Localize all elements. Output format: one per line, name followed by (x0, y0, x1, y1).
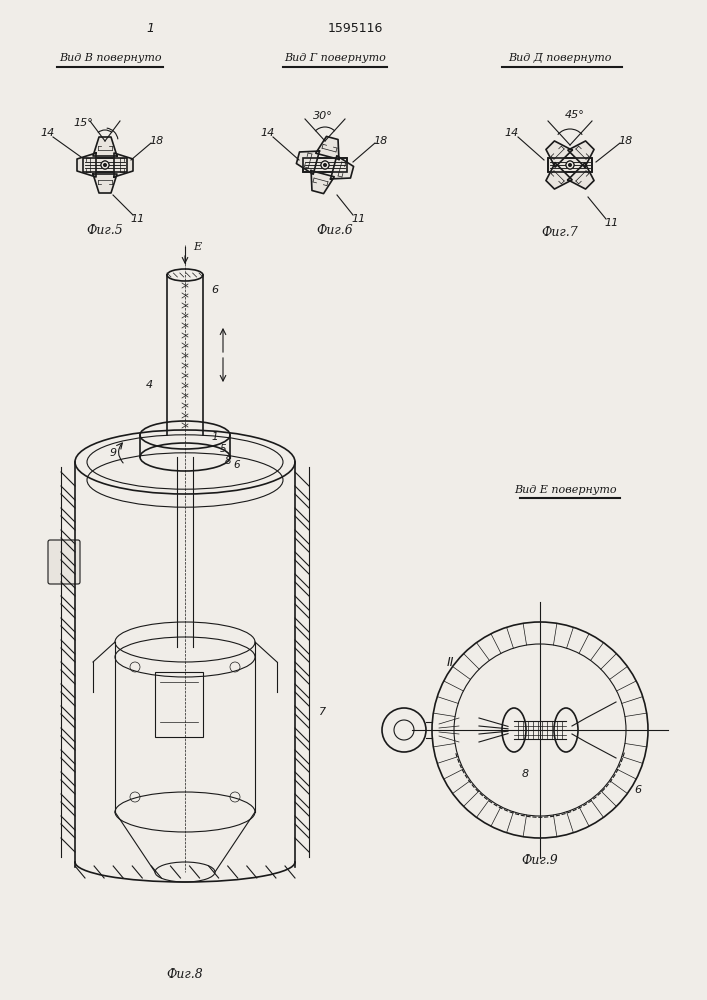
Text: 11: 11 (131, 214, 145, 224)
Polygon shape (316, 136, 339, 159)
Bar (303, 158, 347, 172)
Text: II: II (446, 656, 454, 668)
Text: 30°: 30° (313, 111, 333, 121)
Text: 6: 6 (211, 285, 218, 295)
Bar (548, 158, 592, 172)
Text: 15°: 15° (73, 118, 93, 128)
Circle shape (321, 161, 329, 169)
Text: Фиг.7: Фиг.7 (542, 227, 578, 239)
Text: Вид В повернуто: Вид В повернуто (59, 53, 161, 63)
Circle shape (103, 163, 107, 167)
Text: 8: 8 (522, 769, 529, 779)
Text: Вид Г повернуто: Вид Г повернуто (284, 53, 386, 63)
Circle shape (103, 163, 107, 167)
Polygon shape (568, 141, 594, 167)
Text: Вид Д повернуто: Вид Д повернуто (508, 53, 612, 63)
Polygon shape (568, 163, 594, 189)
Polygon shape (546, 141, 572, 167)
Polygon shape (296, 151, 320, 174)
Circle shape (566, 161, 574, 169)
Text: 18: 18 (619, 136, 633, 146)
Polygon shape (546, 163, 572, 189)
Text: 5: 5 (220, 444, 227, 454)
Circle shape (568, 163, 572, 167)
Polygon shape (93, 174, 117, 193)
Bar (548, 158, 592, 172)
Polygon shape (311, 171, 334, 194)
Text: 14: 14 (261, 128, 275, 138)
Text: 9: 9 (110, 448, 117, 458)
Circle shape (566, 161, 574, 169)
Text: Фиг.8: Фиг.8 (167, 968, 204, 982)
Circle shape (321, 161, 329, 169)
Text: 14: 14 (41, 128, 55, 138)
Polygon shape (331, 156, 354, 179)
Text: 18: 18 (374, 136, 388, 146)
Bar (83, 158, 127, 172)
Text: Фиг.5: Фиг.5 (87, 224, 124, 236)
Text: 1: 1 (146, 21, 154, 34)
Circle shape (323, 163, 327, 167)
Text: Фиг.9: Фиг.9 (522, 854, 559, 866)
Polygon shape (114, 153, 133, 177)
Bar (83, 158, 127, 172)
Text: 8: 8 (225, 456, 232, 466)
Text: 6: 6 (634, 785, 641, 795)
Text: 18: 18 (150, 136, 164, 146)
Text: 11: 11 (605, 218, 619, 228)
Circle shape (323, 163, 327, 167)
Text: 45°: 45° (565, 110, 585, 120)
Bar (303, 158, 347, 172)
FancyBboxPatch shape (48, 540, 80, 584)
Circle shape (101, 161, 109, 169)
Text: Вид Е повернуто: Вид Е повернуто (514, 485, 617, 495)
Circle shape (101, 161, 109, 169)
Text: 14: 14 (505, 128, 519, 138)
Polygon shape (93, 137, 117, 156)
Text: 1: 1 (211, 432, 218, 442)
Text: 6: 6 (233, 460, 240, 470)
Circle shape (568, 163, 572, 167)
Text: 1595116: 1595116 (327, 21, 382, 34)
Polygon shape (77, 153, 96, 177)
Text: Фиг.6: Фиг.6 (317, 224, 354, 236)
Text: 7: 7 (320, 707, 327, 717)
Text: 11: 11 (352, 214, 366, 224)
Text: Е: Е (193, 242, 201, 252)
Bar (155, 672, 203, 737)
Text: 4: 4 (146, 380, 153, 390)
